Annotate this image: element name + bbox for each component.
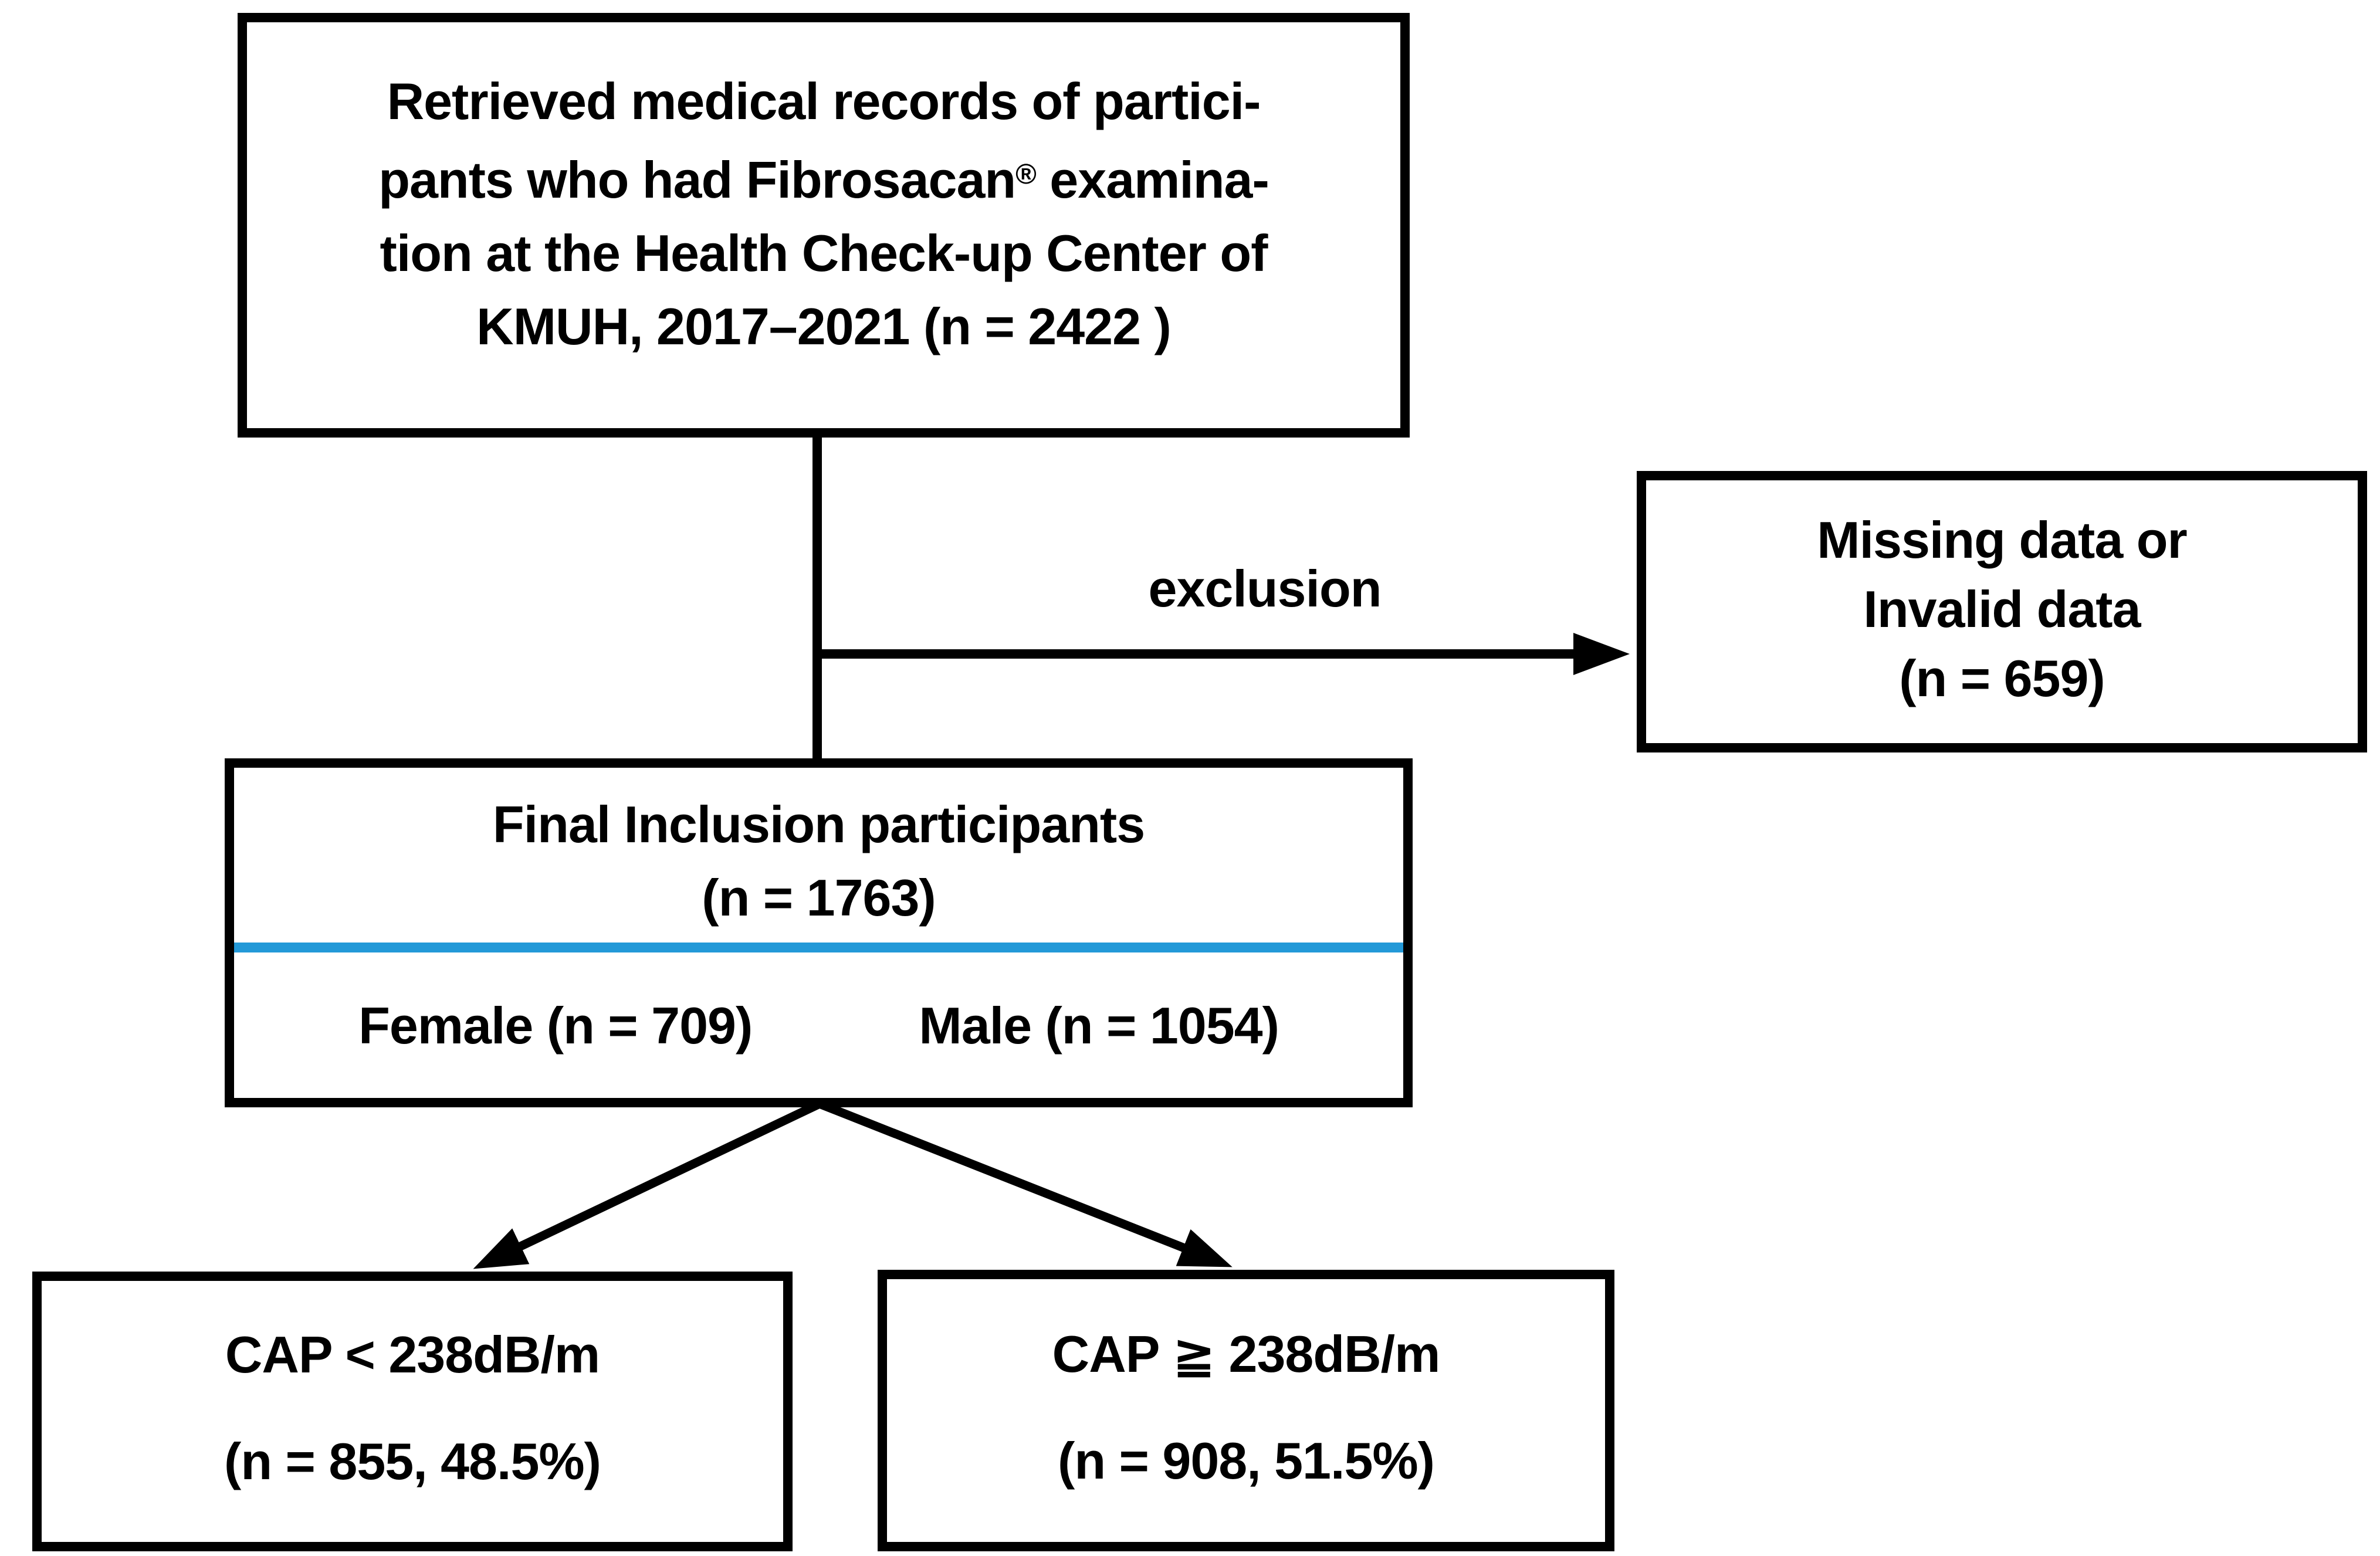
source-records-line3: tion at the Health Check-up Center of	[380, 224, 1268, 283]
exclusion-box-line2: Invalid data	[1863, 580, 2141, 638]
cap-below-threshold-line2: (n = 855, 48.5%)	[224, 1432, 601, 1490]
final-inclusion-box: Final Inclusion participants (n = 1763) …	[225, 758, 1413, 1107]
source-records-line2-cont: examina-	[1035, 151, 1269, 209]
sex-breakdown-row: Female (n = 709) Male (n = 1054)	[234, 952, 1403, 1098]
female-count-label: Female (n = 709)	[358, 996, 753, 1055]
registered-trademark-symbol: ®	[1015, 158, 1037, 190]
source-records-box: Retrieved medical records of partici- pa…	[238, 13, 1410, 438]
exclusion-label: exclusion	[1148, 560, 1382, 618]
exclusion-box-line1: Missing data or	[1817, 511, 2187, 569]
final-inclusion-title-area: Final Inclusion participants (n = 1763)	[234, 768, 1403, 943]
cap-above-threshold-box: CAP ≧ 238dB/m (n = 908, 51.5%)	[878, 1270, 1614, 1551]
source-records-line4: KMUH, 2017–2021 (n = 2422 )	[476, 297, 1172, 356]
cap-below-threshold-line1: CAP < 238dB/m	[225, 1326, 600, 1384]
branch-arrow-left	[473, 1100, 822, 1269]
cap-above-threshold-line2: (n = 908, 51.5%)	[1058, 1431, 1435, 1490]
source-records-line2: pants who had Fibrosacan® examina-	[378, 138, 1269, 216]
cap-below-threshold-box: CAP < 238dB/m (n = 855, 48.5%)	[32, 1272, 793, 1551]
male-count-label: Male (n = 1054)	[919, 996, 1279, 1055]
sex-divider-line	[234, 943, 1403, 952]
source-records-line2-text: pants who had Fibrosacan	[378, 151, 1016, 209]
exclusion-box-line3: (n = 659)	[1899, 649, 2105, 707]
exclusion-box: Missing data or Invalid data (n = 659)	[1637, 471, 2367, 752]
final-inclusion-title: Final Inclusion participants	[492, 795, 1145, 853]
source-records-line1: Retrieved medical records of partici-	[387, 72, 1261, 130]
branch-arrow-right	[818, 1100, 1233, 1267]
cap-above-threshold-line1: CAP ≧ 238dB/m	[1052, 1324, 1441, 1383]
final-inclusion-count: (n = 1763)	[702, 869, 936, 927]
